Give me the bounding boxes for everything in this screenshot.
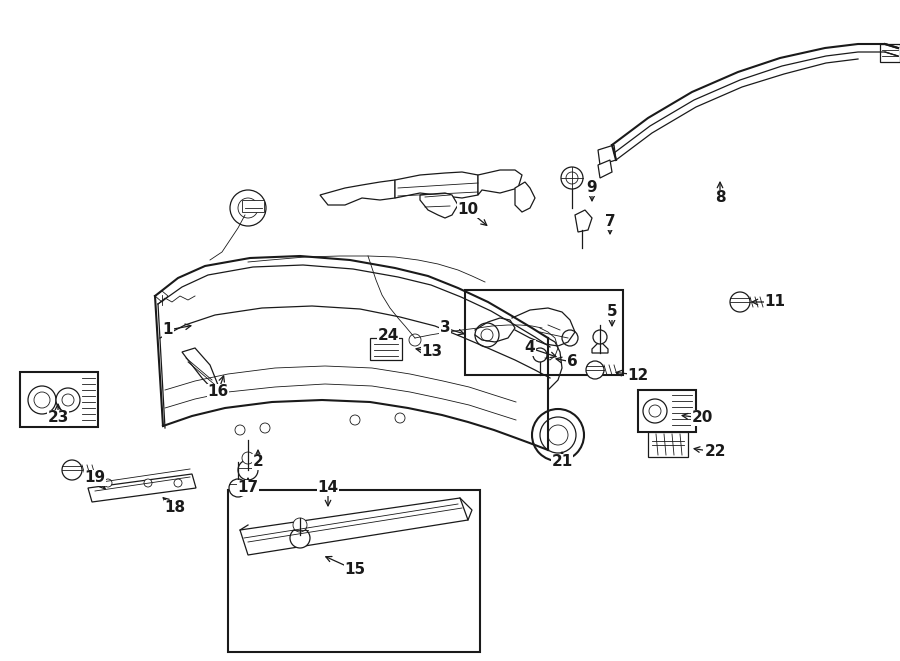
Circle shape: [290, 528, 310, 548]
Polygon shape: [155, 291, 168, 302]
Circle shape: [235, 425, 245, 435]
Circle shape: [144, 479, 152, 487]
Circle shape: [62, 394, 74, 406]
Bar: [242, 200, 264, 212]
Polygon shape: [598, 145, 616, 165]
Polygon shape: [592, 341, 608, 353]
Circle shape: [395, 413, 405, 423]
Polygon shape: [420, 193, 458, 218]
Circle shape: [730, 292, 750, 312]
Circle shape: [548, 425, 568, 445]
Circle shape: [643, 399, 667, 423]
Circle shape: [104, 479, 112, 487]
Text: 8: 8: [715, 190, 725, 206]
Text: 2: 2: [253, 455, 264, 469]
Text: 12: 12: [627, 368, 649, 383]
Polygon shape: [240, 498, 468, 555]
Circle shape: [566, 172, 578, 184]
Circle shape: [238, 460, 258, 480]
Polygon shape: [598, 160, 612, 178]
Circle shape: [260, 423, 270, 433]
Polygon shape: [880, 44, 900, 62]
FancyBboxPatch shape: [465, 290, 623, 375]
Circle shape: [593, 330, 607, 344]
Circle shape: [532, 409, 584, 461]
Text: 3: 3: [440, 321, 450, 336]
Text: 20: 20: [691, 410, 713, 426]
Text: 7: 7: [605, 215, 616, 229]
FancyBboxPatch shape: [228, 490, 480, 652]
Polygon shape: [88, 474, 196, 502]
Circle shape: [293, 518, 307, 532]
Text: 21: 21: [552, 455, 572, 469]
Text: 23: 23: [48, 410, 68, 426]
Text: 15: 15: [345, 563, 365, 578]
Text: 4: 4: [525, 340, 535, 356]
Circle shape: [34, 392, 50, 408]
Polygon shape: [515, 182, 535, 212]
Text: 10: 10: [457, 202, 479, 217]
Circle shape: [533, 348, 547, 362]
Polygon shape: [575, 210, 592, 232]
Text: 13: 13: [421, 344, 443, 360]
Circle shape: [62, 460, 82, 480]
Text: 1: 1: [163, 323, 173, 338]
Circle shape: [230, 190, 266, 226]
Circle shape: [481, 329, 493, 341]
FancyBboxPatch shape: [638, 390, 696, 432]
Circle shape: [586, 361, 604, 379]
Circle shape: [562, 330, 578, 346]
Text: 19: 19: [85, 471, 105, 485]
Text: 18: 18: [165, 500, 185, 516]
Circle shape: [540, 417, 576, 453]
Circle shape: [475, 323, 499, 347]
Circle shape: [561, 167, 583, 189]
Circle shape: [350, 415, 360, 425]
Text: 14: 14: [318, 481, 338, 496]
Text: 17: 17: [238, 481, 258, 496]
Circle shape: [649, 405, 661, 417]
Circle shape: [409, 334, 421, 346]
Circle shape: [229, 479, 247, 497]
Text: 6: 6: [567, 354, 578, 369]
Circle shape: [56, 388, 80, 412]
Circle shape: [28, 386, 56, 414]
Text: 22: 22: [704, 444, 725, 459]
Text: 11: 11: [764, 295, 786, 309]
FancyBboxPatch shape: [648, 432, 688, 457]
Circle shape: [174, 479, 182, 487]
Text: 24: 24: [377, 327, 399, 342]
FancyBboxPatch shape: [20, 372, 98, 427]
Polygon shape: [320, 180, 395, 205]
FancyBboxPatch shape: [370, 338, 402, 360]
Polygon shape: [182, 348, 218, 392]
Text: 5: 5: [607, 305, 617, 319]
Circle shape: [242, 452, 254, 464]
Circle shape: [238, 198, 258, 218]
Polygon shape: [395, 172, 478, 198]
Text: 16: 16: [207, 385, 229, 399]
Text: 9: 9: [587, 180, 598, 196]
Polygon shape: [478, 170, 522, 195]
